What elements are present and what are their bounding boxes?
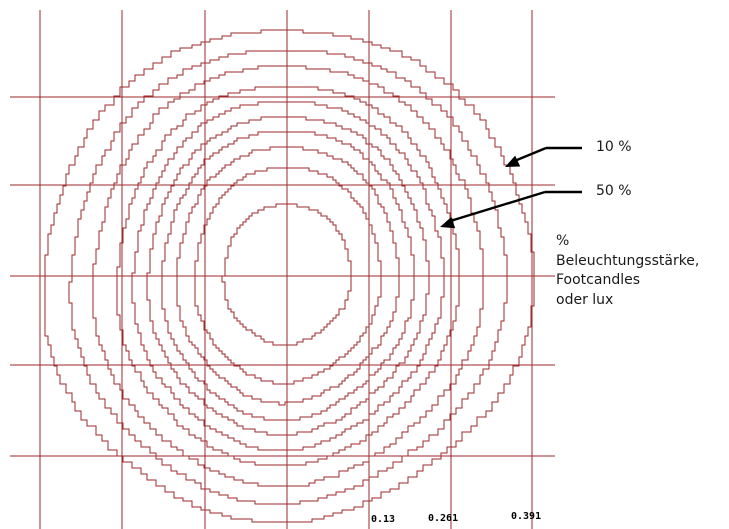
legend-line-footcandles: Footcandles <box>556 272 641 288</box>
isolux-contour-ring <box>221 203 352 346</box>
callout-label-10-percent: 10 % <box>596 139 632 155</box>
isolux-contour-ring <box>68 50 508 505</box>
isolux-contour-ring <box>146 116 430 436</box>
isolux-contour-ring <box>194 167 382 385</box>
callout-label-50-percent: 50 % <box>596 183 632 199</box>
legend-line-percent: % <box>556 233 570 249</box>
legend-units: % Beleuchtungsstärke, Footcandles oder l… <box>556 232 699 310</box>
x-tick-label-0-261: 0.261 <box>428 513 459 524</box>
callout-arrows <box>440 146 582 229</box>
arrow-10-percent <box>505 146 582 167</box>
arrow-50-percent <box>440 190 582 229</box>
x-tick-label-0-13: 0.13 <box>371 514 396 525</box>
isolux-contour-ring <box>44 29 535 523</box>
grid <box>10 10 555 529</box>
isolux-contour-ring <box>161 131 415 421</box>
legend-line-illuminance: Beleuchtungsstärke, <box>556 252 700 269</box>
x-tick-label-0-391: 0.391 <box>511 511 542 522</box>
legend-line-lux: oder lux <box>556 291 614 308</box>
isolux-contour-ring <box>176 146 400 406</box>
isolux-contour-ring <box>116 86 460 466</box>
isolux-contours <box>44 29 535 523</box>
isolux-contour-ring <box>92 65 484 487</box>
isolux-contour-ring <box>131 101 445 451</box>
